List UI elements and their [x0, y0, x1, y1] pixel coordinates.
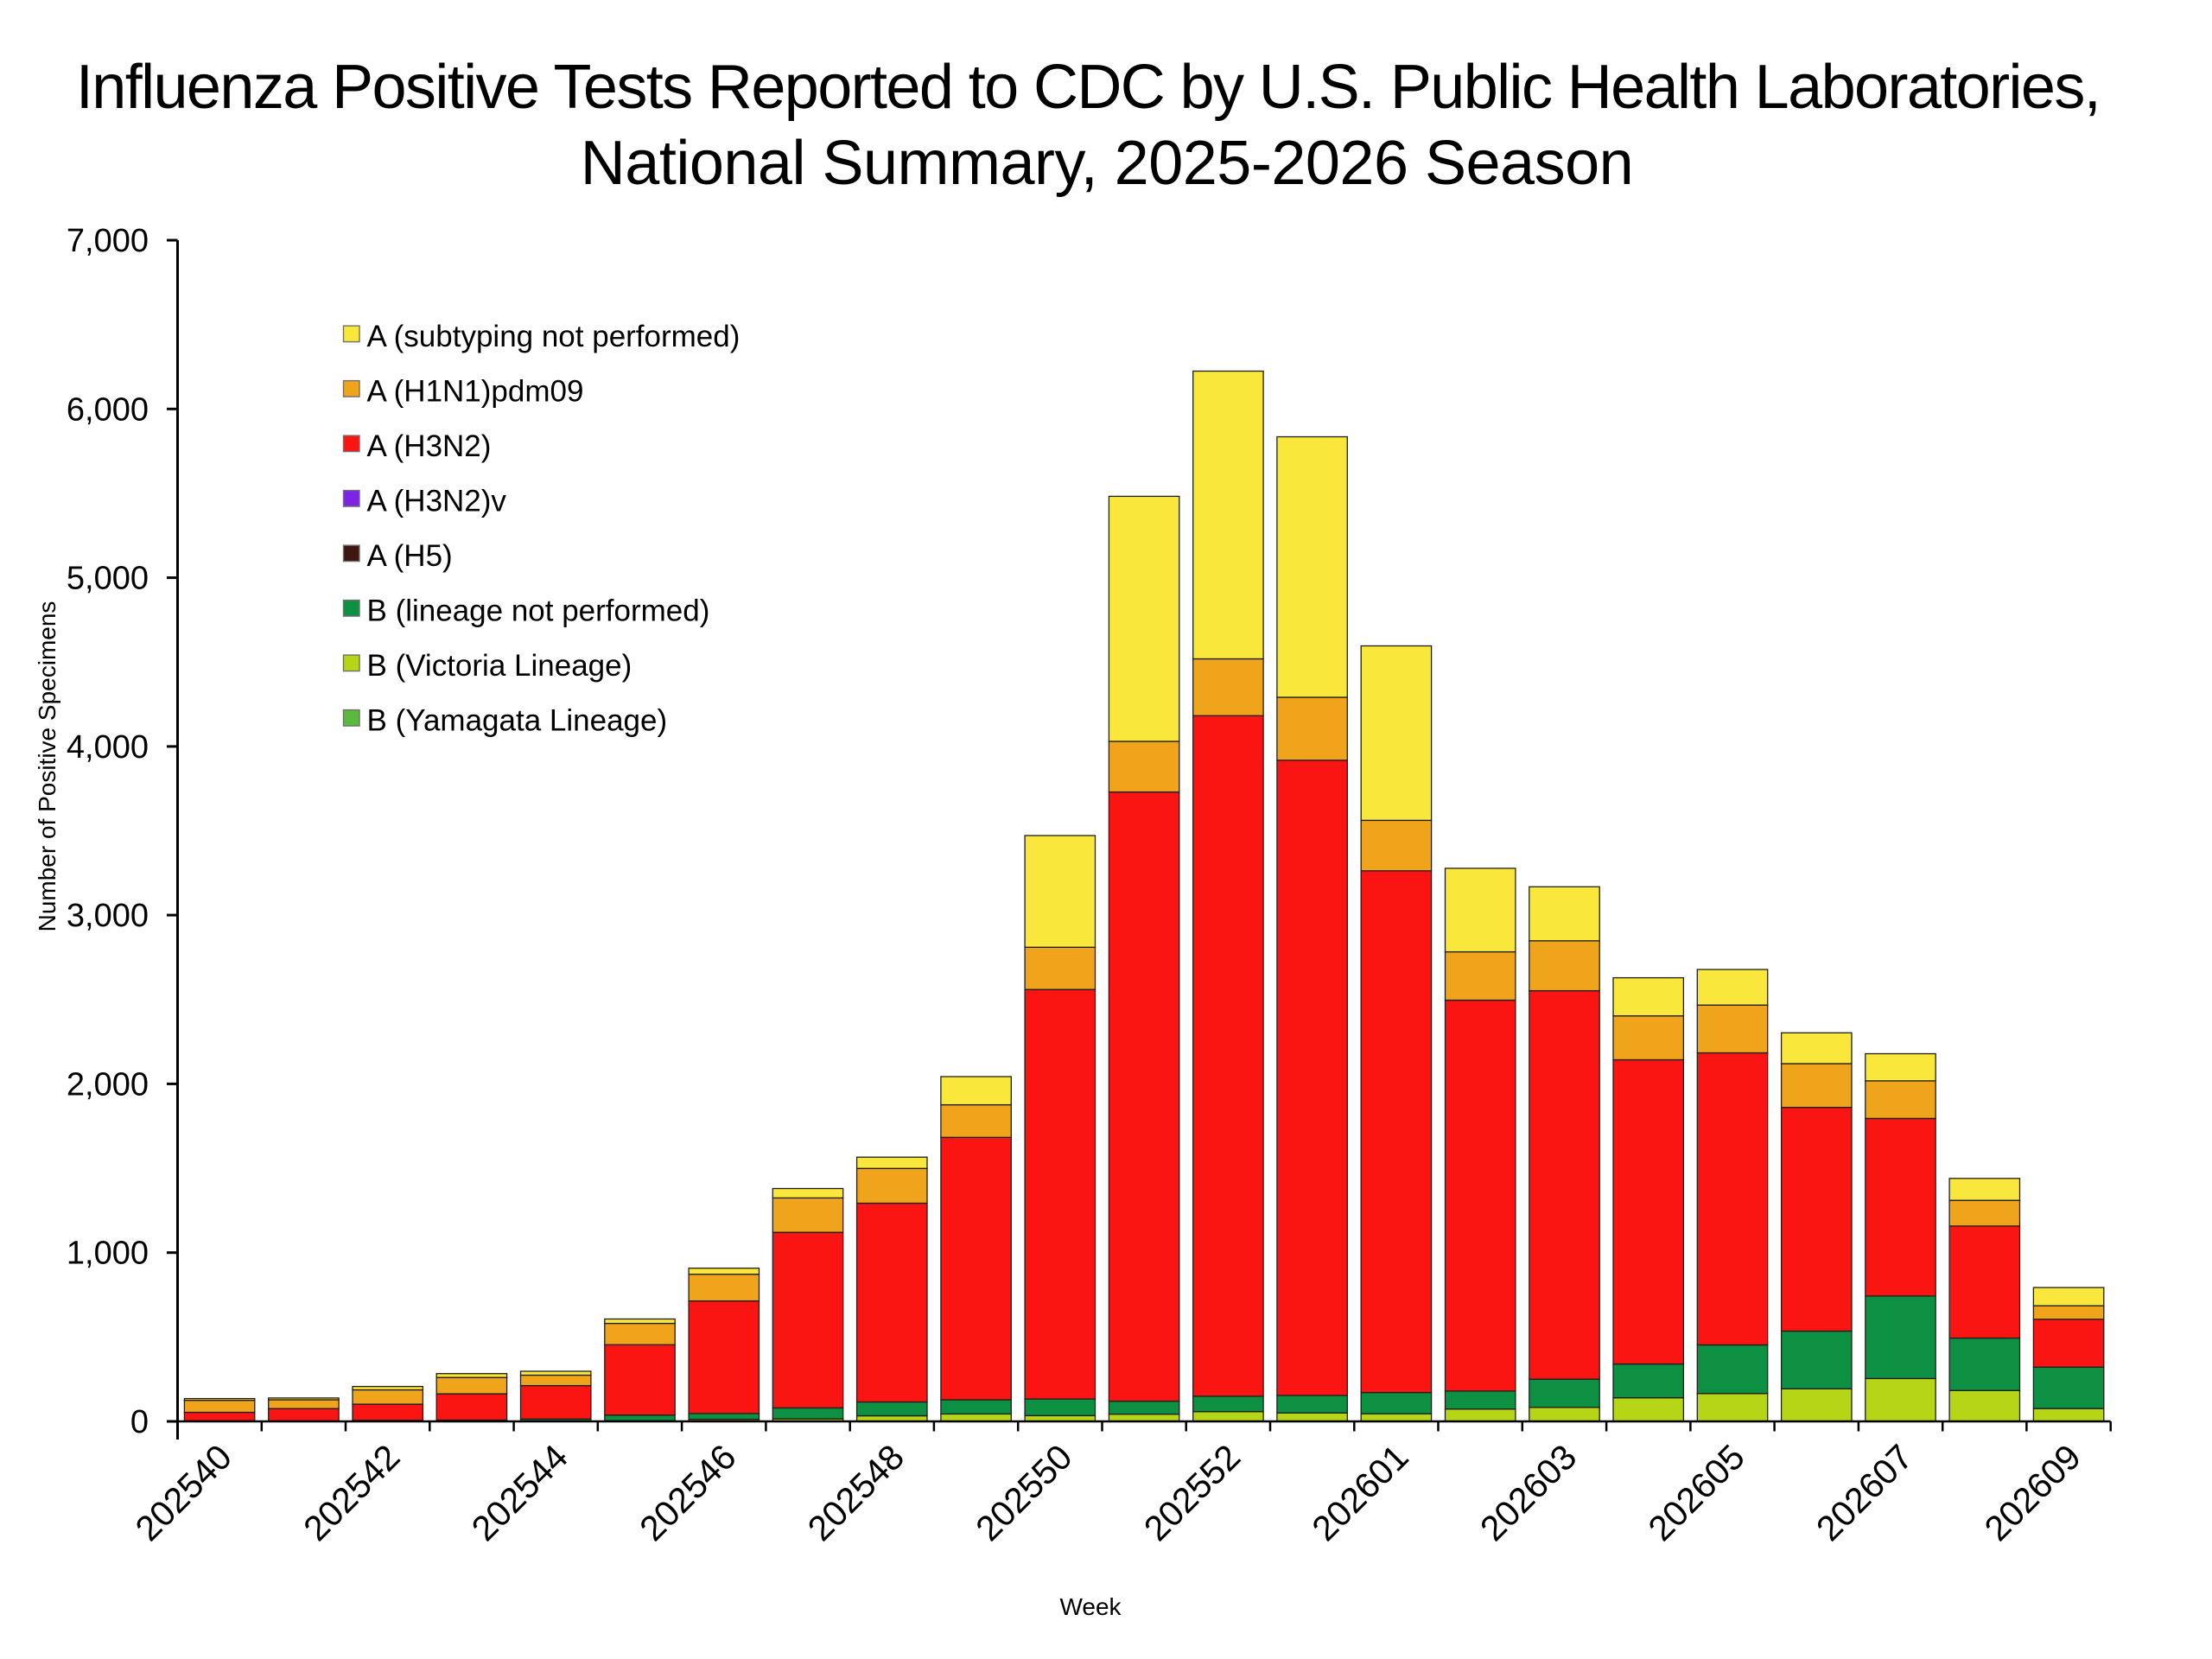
svg-text:A (H5): A (H5) — [367, 539, 453, 573]
svg-text:0: 0 — [130, 1404, 149, 1440]
svg-text:Influenza Positive Tests Repor: Influenza Positive Tests Reported to CDC… — [76, 53, 2100, 122]
svg-text:2,000: 2,000 — [67, 1066, 149, 1103]
svg-text:1,000: 1,000 — [67, 1236, 149, 1272]
svg-text:A (subtyping not performed): A (subtyping not performed) — [367, 320, 741, 353]
svg-text:B (Victoria Lineage): B (Victoria Lineage) — [367, 649, 632, 683]
svg-text:6,000: 6,000 — [67, 391, 149, 428]
svg-text:B (lineage not performed): B (lineage not performed) — [367, 594, 710, 627]
svg-text:Number of Positive Specimens: Number of Positive Specimens — [34, 601, 60, 932]
svg-text:A (H3N2)v: A (H3N2)v — [367, 484, 507, 518]
svg-text:3,000: 3,000 — [67, 898, 149, 934]
svg-text:National Summary, 2025-2026 Se: National Summary, 2025-2026 Season — [581, 129, 1633, 198]
svg-text:Week: Week — [1059, 1593, 1122, 1620]
svg-text:5,000: 5,000 — [67, 561, 149, 597]
svg-text:A (H3N2): A (H3N2) — [367, 429, 492, 463]
svg-text:7,000: 7,000 — [67, 223, 149, 259]
svg-text:A (H1N1)pdm09: A (H1N1)pdm09 — [367, 374, 584, 408]
svg-text:B (Yamagata Lineage): B (Yamagata Lineage) — [367, 703, 668, 737]
svg-text:4,000: 4,000 — [67, 729, 149, 766]
